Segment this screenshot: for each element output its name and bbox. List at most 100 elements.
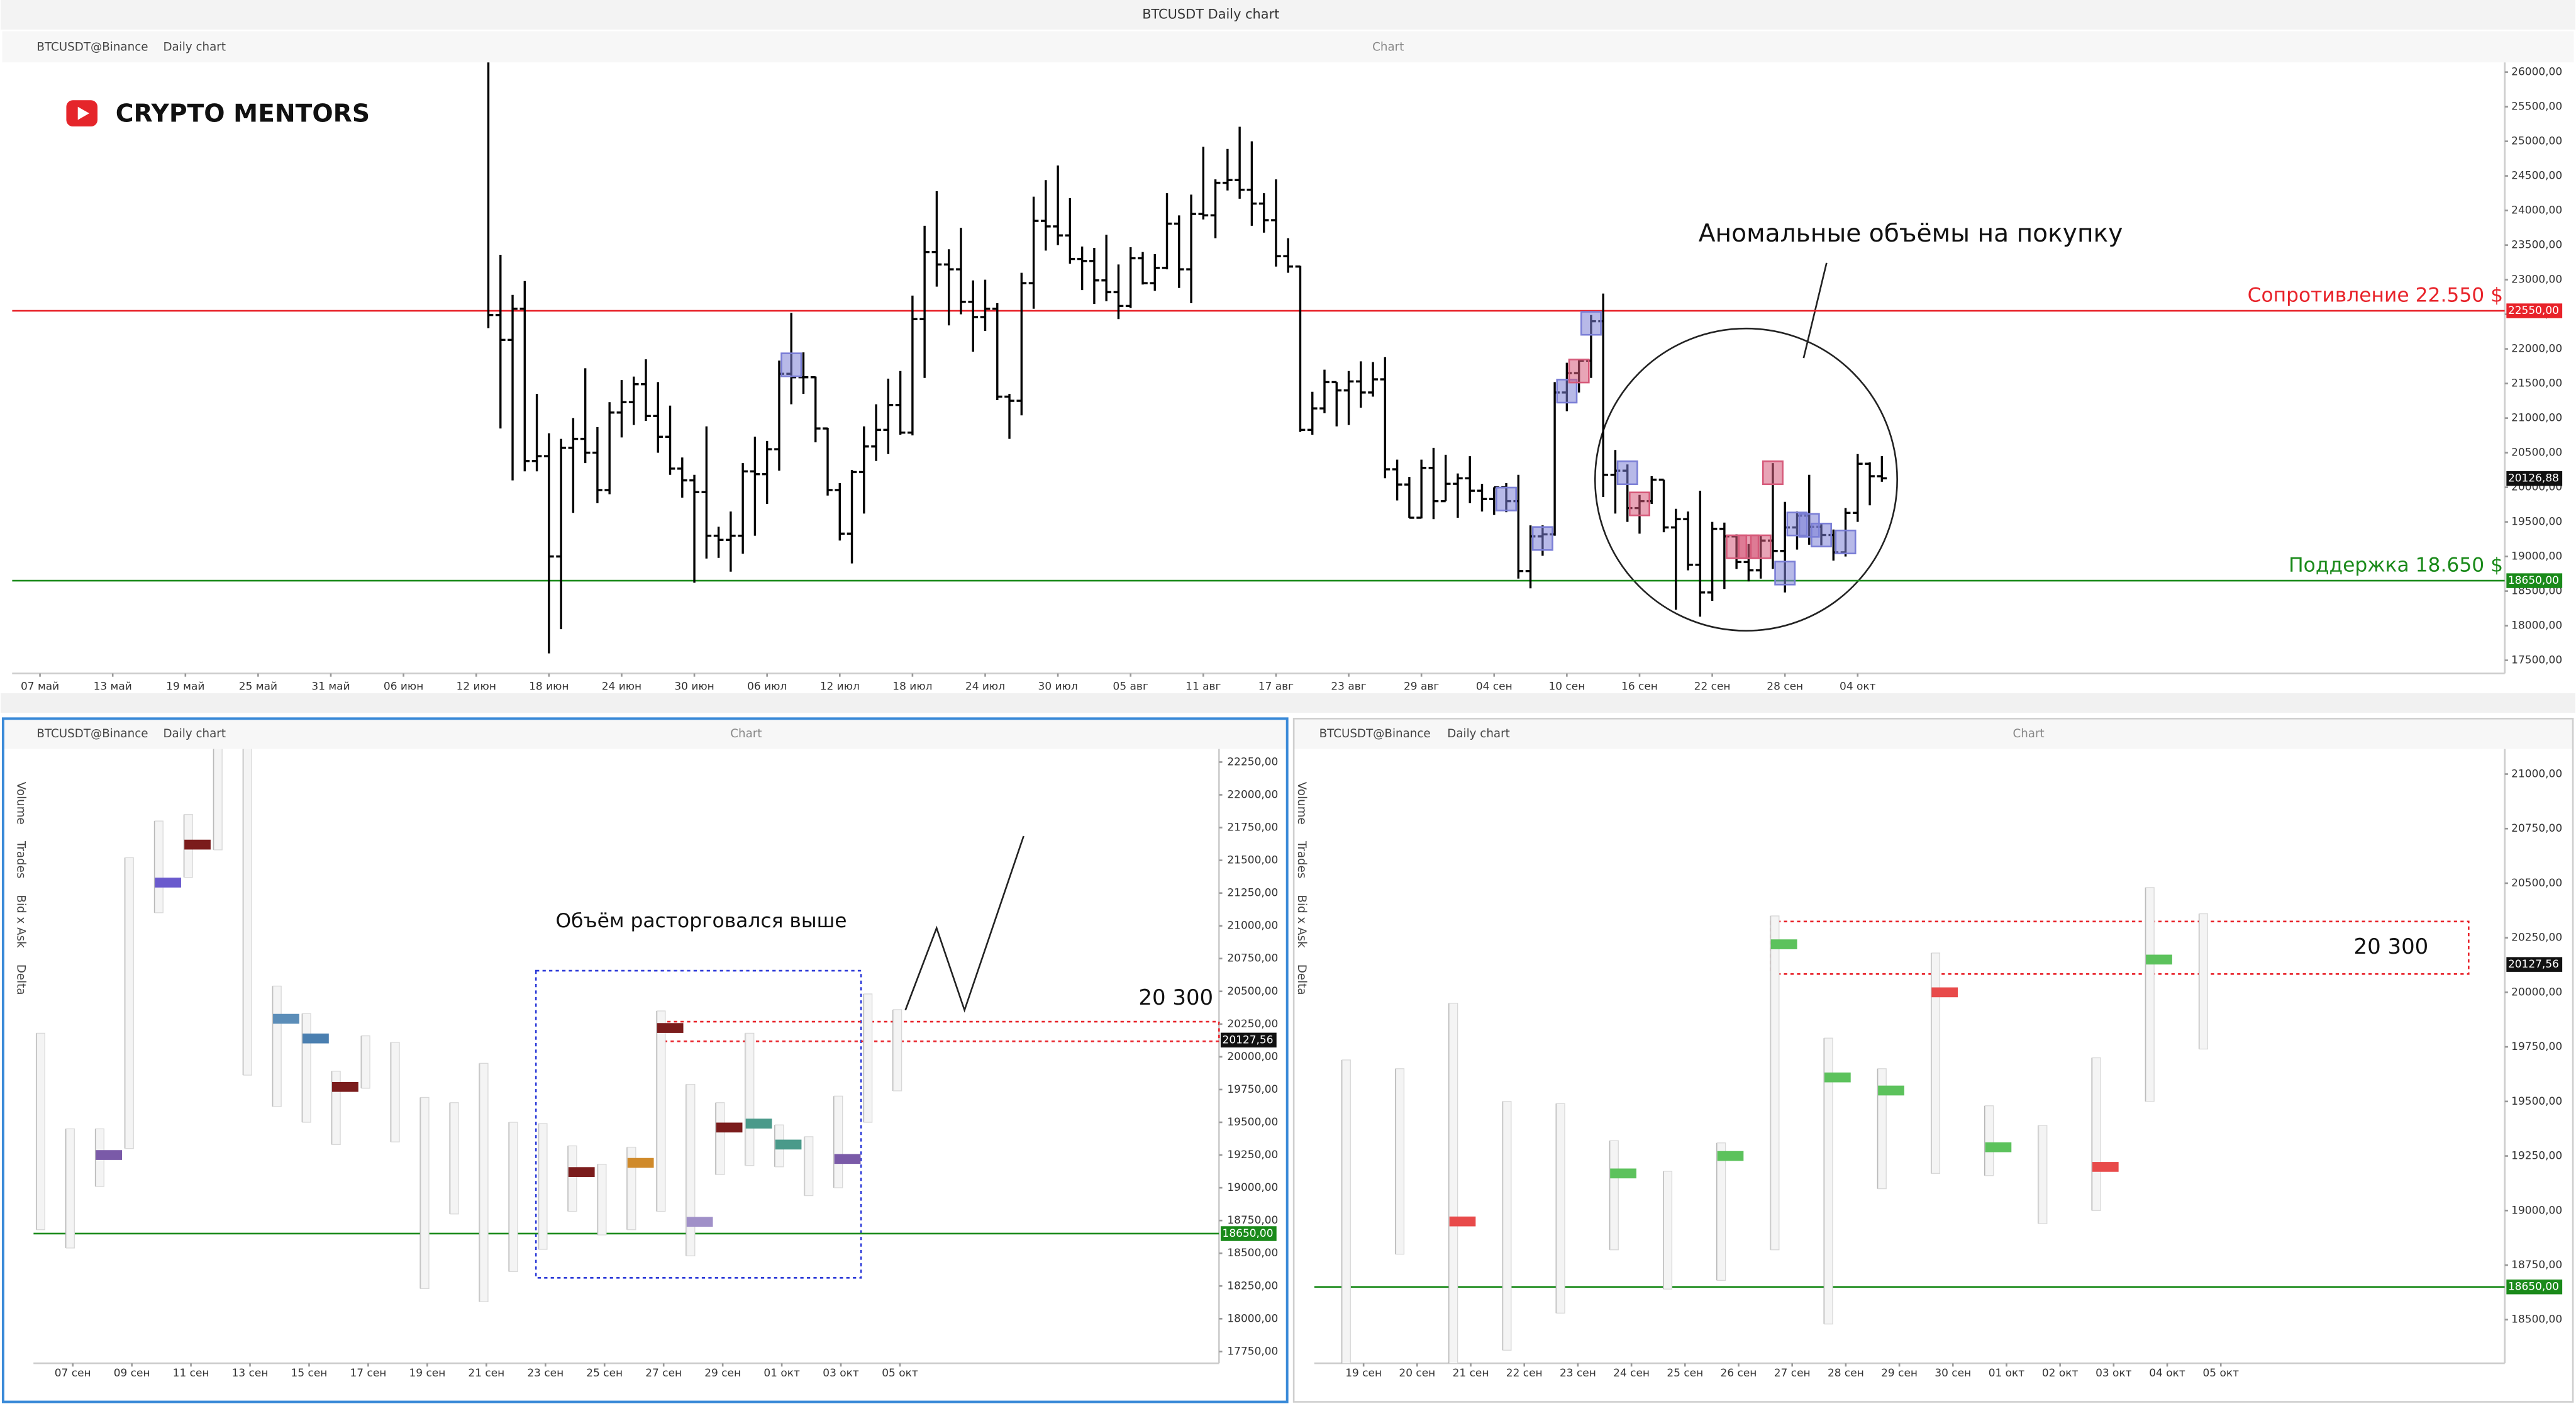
cluster-poc (184, 839, 211, 850)
price-tag (2506, 471, 2563, 486)
cluster-profile (568, 1145, 577, 1212)
cluster-profile (804, 1136, 814, 1197)
volume-highlight (1580, 311, 1602, 336)
y-tick-label: 20500,00 (1227, 985, 1278, 998)
x-tick-label: 24 июл (965, 680, 1005, 693)
y-tick-label: 18750,00 (1227, 1214, 1278, 1227)
x-tick-label: 28 сен (1767, 680, 1803, 693)
cluster-profile (1716, 1142, 1726, 1281)
y-tick-label: 19500,00 (2511, 1095, 2562, 1108)
active-panel-border (1, 717, 1289, 1403)
y-tick-label: 18750,00 (2511, 1259, 2562, 1271)
cluster-profile (420, 1096, 430, 1290)
x-tick-label: 24 сен (1613, 1367, 1650, 1380)
y-tick-label: 21750,00 (1227, 822, 1278, 834)
level-tag-label: 18650,00 (1223, 1227, 1274, 1240)
x-tick-label: 15 сен (291, 1367, 328, 1380)
x-tick-label: 23 сен (1560, 1367, 1596, 1380)
symbol[interactable]: BTCUSDT@Binance (36, 41, 148, 54)
x-tick-label: 05 авг (1113, 680, 1148, 693)
y-tick-label: 26000,00 (2511, 66, 2562, 79)
cluster-poc (332, 1081, 358, 1092)
cluster-poc (686, 1217, 713, 1227)
panel-border (1292, 717, 2574, 1403)
panel-tab[interactable]: Bid x Ask (14, 895, 27, 949)
panel-tab[interactable]: Volume (1295, 782, 1308, 825)
panel-tab[interactable]: Delta (1295, 964, 1308, 995)
timeframe[interactable]: Daily chart (163, 41, 226, 54)
symbol[interactable]: BTCUSDT@Binance (1319, 727, 1431, 740)
cluster-poc (155, 878, 181, 888)
x-tick-label: 12 июн (457, 680, 496, 693)
x-tick-label: 11 сен (173, 1367, 209, 1380)
x-tick-label: 17 сен (350, 1367, 387, 1380)
toolbar[interactable] (2, 717, 1287, 749)
cluster-profile (509, 1122, 518, 1273)
target-label: 20 300 (1138, 985, 1213, 1010)
level-tag-label: 18650,00 (2508, 574, 2559, 587)
scrollbar[interactable] (0, 693, 2576, 713)
x-tick-label: 21 сен (468, 1367, 504, 1380)
cluster-poc (1931, 987, 1958, 998)
y-tick-label: 21250,00 (1227, 887, 1278, 900)
y-tick-label: 18500,00 (2511, 1314, 2562, 1326)
panel-tab[interactable]: Bid x Ask (1295, 895, 1308, 949)
y-tick-label: 18000,00 (1227, 1312, 1278, 1325)
toolbar[interactable] (2, 31, 2574, 63)
panel-tab[interactable]: Trades (1295, 840, 1308, 879)
brand: CRYPTO MENTORS (116, 99, 370, 128)
y-tick-label: 19000,00 (2511, 1204, 2562, 1217)
cluster-profile (65, 1128, 75, 1249)
annotation: Аномальные объёмы на покупку (1699, 220, 2123, 248)
x-tick-label: 03 окт (823, 1367, 859, 1380)
cluster-profile (36, 1032, 45, 1230)
volume-highlight (1629, 491, 1650, 516)
cluster-profile (892, 1009, 902, 1091)
level-tag (2506, 1279, 2563, 1295)
cluster-profile (833, 1095, 843, 1188)
cluster-profile (154, 820, 164, 913)
y-tick-label: 18500,00 (1227, 1247, 1278, 1259)
x-tick-label: 07 май (21, 680, 59, 693)
volume-highlight (1762, 460, 1784, 486)
y-tick-label: 20250,00 (1227, 1018, 1278, 1030)
x-tick-label: 04 окт (2149, 1367, 2185, 1380)
volume-highlight (1811, 522, 1832, 548)
cluster-poc (1717, 1151, 1744, 1161)
y-tick-label: 24000,00 (2511, 204, 2562, 217)
x-tick-label: 01 окт (1989, 1367, 2025, 1380)
cluster-profile (213, 749, 223, 851)
cluster-profile (1502, 1101, 1512, 1351)
x-tick-label: 20 сен (1399, 1367, 1435, 1380)
y-tick-label: 19000,00 (1227, 1181, 1278, 1194)
y-tick-label: 19250,00 (1227, 1149, 1278, 1161)
cluster-poc (1878, 1085, 1904, 1096)
timeframe[interactable]: Daily chart (163, 727, 226, 740)
panel-tab[interactable]: Volume (14, 782, 27, 825)
y-tick-label: 17500,00 (2511, 654, 2562, 667)
cluster-profile (538, 1123, 548, 1250)
cluster-profile (391, 1042, 400, 1142)
x-tick-label: 06 июн (384, 680, 423, 693)
panel-title: Chart (2012, 727, 2044, 740)
cluster-profile (745, 1032, 755, 1166)
symbol[interactable]: BTCUSDT@Binance (36, 727, 148, 740)
x-tick-label: 17 авг (1258, 680, 1294, 693)
toolbar[interactable] (1292, 717, 2574, 749)
price-tag (1220, 1032, 1277, 1048)
panel-tab[interactable]: Delta (14, 964, 27, 995)
cluster-profile (1663, 1171, 1673, 1290)
cluster-profile (302, 1013, 311, 1123)
window-title: BTCUSDT Daily chart (1142, 6, 1279, 21)
cluster-poc (1770, 939, 1797, 949)
timeframe[interactable]: Daily chart (1447, 727, 1510, 740)
panel-tab[interactable]: Trades (14, 840, 27, 879)
x-tick-label: 29 авг (1404, 680, 1439, 693)
y-tick-label: 22000,00 (2511, 343, 2562, 355)
cluster-poc (1985, 1142, 2012, 1152)
cluster-poc (273, 1013, 299, 1024)
cluster-profile (686, 1083, 696, 1257)
x-tick-label: 26 сен (1721, 1367, 1757, 1380)
x-tick-label: 23 авг (1331, 680, 1366, 693)
